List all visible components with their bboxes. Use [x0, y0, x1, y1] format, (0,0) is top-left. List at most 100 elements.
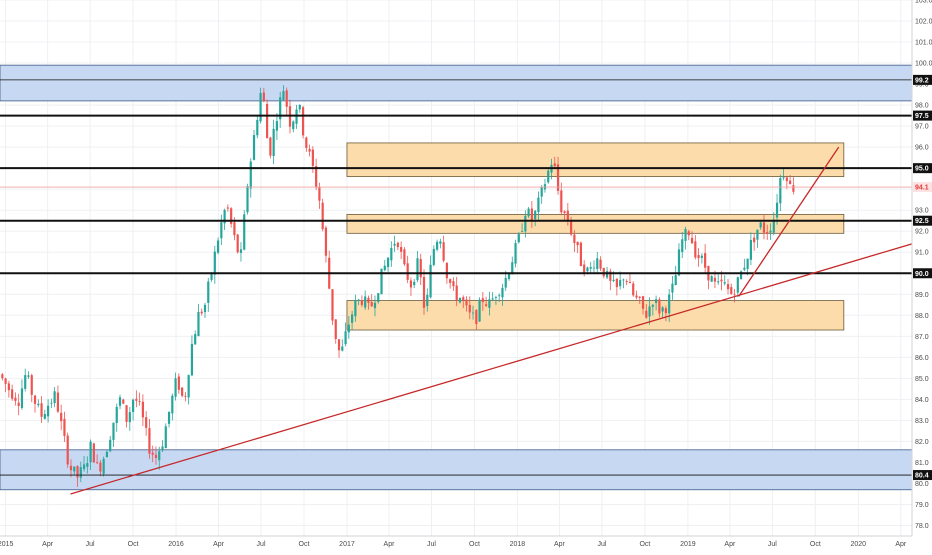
- candle-body: [560, 190, 563, 213]
- candle-body: [308, 148, 311, 152]
- candle-body: [318, 187, 321, 201]
- x-tick-label: Apr: [42, 541, 54, 548]
- candle-body: [161, 446, 164, 451]
- x-tick-label: Apr: [724, 541, 736, 548]
- candle-body: [17, 402, 20, 406]
- candle-body: [383, 265, 386, 271]
- candle-body: [458, 297, 462, 303]
- x-tick-label: Oct: [299, 541, 310, 548]
- candle-body: [674, 275, 677, 286]
- candle-body: [167, 411, 171, 424]
- x-tick-label: Jul: [768, 541, 777, 548]
- resistance-zone: [0, 64, 913, 102]
- candle-body: [96, 462, 99, 464]
- candle-body: [445, 262, 448, 279]
- candle-body: [171, 395, 174, 414]
- y-tick-label: 83.0: [915, 418, 929, 425]
- candle-body: [766, 231, 769, 234]
- candle-body: [413, 281, 416, 286]
- candle-body: [507, 273, 511, 280]
- candle-body: [7, 383, 10, 391]
- candle-body: [79, 467, 82, 478]
- candle-body: [210, 272, 213, 280]
- y-tick-label: 99.0: [915, 82, 929, 89]
- x-tick-label: 2018: [510, 541, 526, 548]
- candle-body: [249, 161, 252, 189]
- candle-body: [203, 304, 207, 313]
- candle-body: [524, 215, 527, 232]
- candle-body: [527, 208, 530, 217]
- candle-body: [177, 376, 180, 390]
- candle-body: [102, 458, 105, 474]
- candle-body: [145, 417, 148, 428]
- candle-body: [285, 90, 288, 107]
- candle-body: [73, 466, 76, 472]
- y-tick-label: 100.0: [915, 61, 932, 68]
- candle-body: [69, 465, 73, 471]
- candle-body: [753, 237, 756, 243]
- candle-body: [344, 331, 347, 345]
- candle-body: [105, 451, 109, 458]
- candle-body: [746, 258, 749, 269]
- candle-body: [324, 227, 328, 256]
- y-tick-label: 102.0: [915, 19, 932, 26]
- candle-body: [118, 397, 122, 406]
- y-tick-label: 84.0: [915, 397, 929, 404]
- candle-body: [488, 299, 491, 308]
- candle-body: [184, 395, 187, 397]
- candle-body: [429, 264, 432, 298]
- candle-body: [27, 375, 30, 377]
- candle-body: [775, 202, 779, 218]
- candle-body: [485, 304, 488, 306]
- candle-body: [30, 375, 33, 395]
- y-tick-label: 91.0: [915, 250, 929, 257]
- candle-body: [298, 105, 301, 110]
- candle-body: [220, 222, 223, 239]
- candle-body: [664, 308, 668, 314]
- candle-body: [743, 267, 746, 270]
- candle-body: [337, 339, 341, 351]
- candle-body: [465, 299, 468, 306]
- candle-body: [710, 276, 713, 282]
- x-tick-label: Apr: [384, 541, 396, 548]
- candle-body: [20, 388, 24, 408]
- candle-body: [393, 243, 396, 246]
- candle-body: [128, 412, 131, 423]
- candle-body: [305, 137, 308, 148]
- candle-body: [419, 259, 422, 278]
- y-tick-label: 85.0: [915, 376, 929, 383]
- level-95-tag: [913, 163, 932, 174]
- candle-body: [187, 375, 190, 398]
- candle-body: [40, 403, 43, 417]
- candle-body: [367, 297, 370, 303]
- candle-body: [63, 418, 66, 436]
- candle-body: [295, 109, 298, 124]
- candle-body: [122, 399, 125, 404]
- candle-body: [717, 281, 720, 283]
- candle-body: [694, 241, 697, 258]
- candle-body: [292, 121, 295, 130]
- candle-body: [416, 258, 419, 281]
- trendlines: [70, 146, 913, 495]
- candle-body: [82, 464, 86, 470]
- candle-body: [422, 276, 426, 308]
- candle-body: [628, 281, 632, 284]
- candle-body: [498, 295, 501, 297]
- level-80-4-tag: [913, 470, 932, 481]
- candle-body: [625, 281, 628, 283]
- candle-body: [730, 287, 733, 294]
- candle-body: [24, 375, 27, 389]
- candle-body: [226, 207, 229, 209]
- support-zone: [0, 449, 913, 491]
- candle-body: [651, 304, 654, 307]
- time-axis-bg: [0, 536, 932, 550]
- y-tick-label: 82.0: [915, 439, 929, 446]
- candle-body: [194, 334, 197, 345]
- x-tick-label: 2019: [680, 541, 696, 548]
- candle-body: [259, 93, 262, 122]
- candle-body: [400, 247, 403, 252]
- candle-body: [452, 281, 455, 287]
- candle-body: [50, 402, 53, 404]
- level-97-5-tag: [913, 110, 932, 121]
